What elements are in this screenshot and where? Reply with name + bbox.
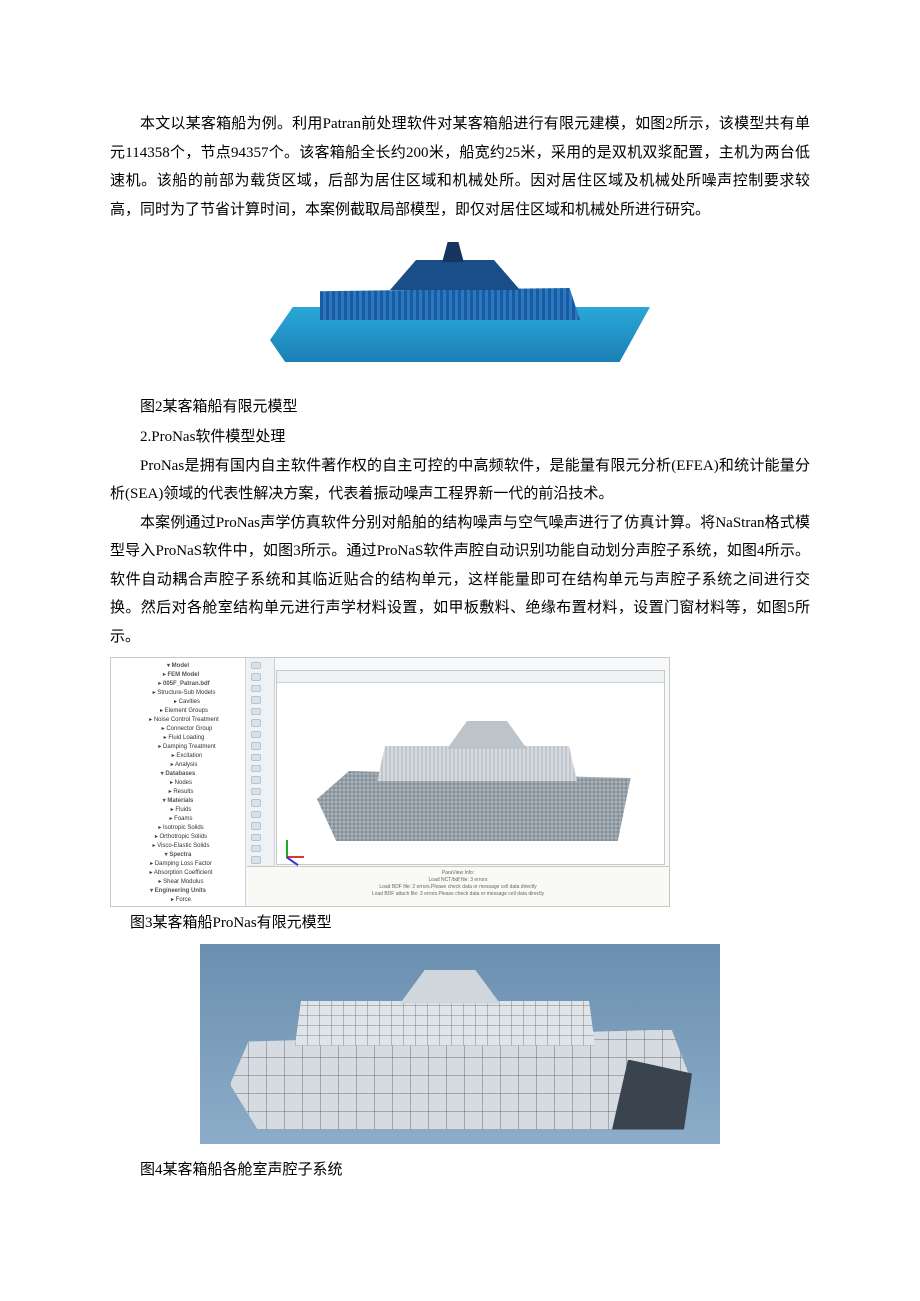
fig2-top-deck [390,260,520,290]
toolbar-button-icon [251,822,261,829]
tree-node: ▸ Connector Group [113,725,243,734]
tree-node: ▸ Noise Control Treatment [113,716,243,725]
console-line: Load NCT/bdf file: 3 errors [253,877,663,884]
tree-node: ▸ Excitation [113,752,243,761]
fig4-superstructure [295,1001,595,1046]
tree-node: ▾ Model [113,662,243,671]
tree-node: ▸ Fluids [113,806,243,815]
tree-node: ▸ Damping Loss Factor [113,860,243,869]
fig3-ship-top [447,721,527,749]
figure-3-container: ▾ Model▸ FEM Model▸ 005F_Patran.bdf▸ Str… [110,657,810,907]
tree-node: ▸ Force [113,896,243,905]
figure-4-container [110,944,810,1155]
tree-node: ▸ Velocity [113,905,243,906]
tree-node: ▸ 005F_Patran.bdf [113,680,243,689]
toolbar-button-icon [251,662,261,669]
tree-node: ▸ Element Groups [113,707,243,716]
toolbar-button-icon [251,765,261,772]
toolbar-button-icon [251,776,261,783]
figure-2-fem-ship [240,230,680,380]
paragraph-2: ProNas是拥有国内自主软件著作权的自主可控的中高频软件，是能量有限元分析(E… [110,452,810,509]
tree-node: ▸ Shear Modulus [113,878,243,887]
section-2-heading: 2.ProNas软件模型处理 [110,423,810,452]
tree-node: ▾ Databases [113,770,243,779]
tree-node: ▸ Structure-Sub Models [113,689,243,698]
tree-node: ▸ Damping Treatment [113,743,243,752]
tree-node: ▸ Orthotropic Solids [113,833,243,842]
console-line: Load BDF attach file: 3 errors.Please ch… [253,891,663,898]
paragraph-1: 本文以某客箱船为例。利用Patran前处理软件对某客箱船进行有限元建模，如图2所… [110,110,810,224]
fig3-ship-model [317,701,637,841]
tree-node: ▸ Absorption Coefficient [113,869,243,878]
toolbar-button-icon [251,788,261,795]
toolbar-button-icon [251,799,261,806]
figure-3-pronas-screenshot: ▾ Model▸ FEM Model▸ 005F_Patran.bdf▸ Str… [110,657,670,907]
toolbar-button-icon [251,742,261,749]
fig3-viewport [276,670,665,865]
fig3-axis-triad [286,834,310,858]
toolbar-button-icon [251,845,261,852]
console-line: Load BDF file: 2 errors.Please check dat… [253,884,663,891]
toolbar-button-icon [251,719,261,726]
fig2-funnel [435,242,471,262]
fig3-ship-mid [377,746,577,781]
figure-4-cavity-ship [200,944,720,1144]
figure-3-caption: 图3某客箱船ProNas有限元模型 [130,909,810,938]
toolbar-button-icon [251,834,261,841]
fig2-superstructure [320,288,580,320]
tree-node: ▾ Engineering Units [113,887,243,896]
console-line: ParaView Info: [253,870,663,877]
toolbar-button-icon [251,696,261,703]
toolbar-button-icon [251,811,261,818]
tree-node: ▸ Isotropic Solids [113,824,243,833]
tree-node: ▸ Results [113,788,243,797]
toolbar-button-icon [251,856,261,863]
paragraph-3: 本案例通过ProNas声学仿真软件分别对船舶的结构噪声与空气噪声进行了仿真计算。… [110,509,810,652]
toolbar-button-icon [251,754,261,761]
tree-node: ▸ FEM Model [113,671,243,680]
tree-node: ▾ Spectra [113,851,243,860]
tree-node: ▸ Analysis [113,761,243,770]
fig3-console: ParaView Info:Load NCT/bdf file: 3 error… [247,866,669,906]
figure-2-caption: 图2某客箱船有限元模型 [110,393,810,422]
tree-node: ▸ Foams [113,815,243,824]
tree-node: ▸ Fluid Loading [113,734,243,743]
tree-node: ▸ Cavities [113,698,243,707]
toolbar-button-icon [251,673,261,680]
fig3-model-tree: ▾ Model▸ FEM Model▸ 005F_Patran.bdf▸ Str… [111,658,246,906]
fig3-ship-hull [317,771,637,841]
figure-2-container [110,230,810,391]
tree-node: ▸ Nodes [113,779,243,788]
fig3-viewport-topbar [277,671,664,683]
figure-4-caption: 图4某客箱船各舱室声腔子系统 [110,1156,810,1185]
tree-node: ▸ Visco-Elastic Solids [113,842,243,851]
fig4-top-deck [400,970,500,1004]
toolbar-button-icon [251,685,261,692]
tree-node: ▾ Materials [113,797,243,806]
toolbar-button-icon [251,708,261,715]
fig3-toolbar [247,658,275,868]
toolbar-button-icon [251,731,261,738]
